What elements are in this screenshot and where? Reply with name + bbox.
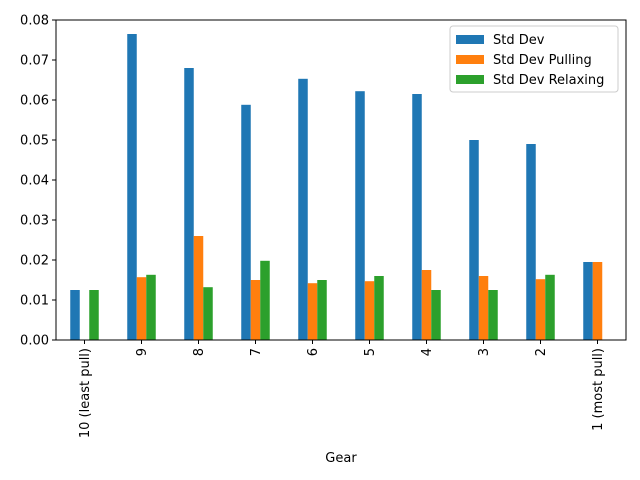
bar-std-dev-pulling-5 xyxy=(364,281,375,340)
bar-std-dev-relaxing-4 xyxy=(317,280,327,340)
legend-label: Std Dev Pulling xyxy=(493,53,592,68)
y-tick-label: 0.05 xyxy=(20,134,49,149)
y-tick-label: 0.03 xyxy=(20,214,49,229)
bar-std-dev-0 xyxy=(70,290,80,340)
bar-std-dev-relaxing-1 xyxy=(146,274,156,340)
x-tick-label: 10 (least pull) xyxy=(78,348,93,438)
bar-std-dev-relaxing-0 xyxy=(89,290,99,340)
x-tick-label: 5 xyxy=(363,348,378,356)
bar-std-dev-relaxing-5 xyxy=(374,276,384,340)
legend: Std Dev Std Dev Pulling Std Dev Relaxing xyxy=(449,25,619,93)
legend-swatch xyxy=(456,55,484,64)
bar-std-dev-pulling-1 xyxy=(136,277,147,340)
legend-swatch xyxy=(456,35,484,44)
bar-std-dev-relaxing-7 xyxy=(488,290,498,340)
bar-std-dev-pulling-8 xyxy=(535,279,546,340)
y-tick-label: 0.01 xyxy=(20,294,49,309)
plot-frame xyxy=(55,19,627,341)
bars-layer xyxy=(70,34,603,341)
y-tick-label: 0.02 xyxy=(20,254,49,269)
bar-std-dev-pulling-4 xyxy=(307,283,318,340)
bar-std-dev-pulling-6 xyxy=(421,270,432,340)
x-tick-label: 6 xyxy=(306,348,321,356)
bar-std-dev-pulling-7 xyxy=(478,276,489,340)
bar-std-dev-5 xyxy=(355,91,365,340)
y-tick-label: 0.00 xyxy=(20,334,49,349)
y-tick-label: 0.08 xyxy=(20,14,49,29)
x-axis-label: Gear xyxy=(325,451,357,466)
bar-std-dev-relaxing-2 xyxy=(203,287,213,340)
bar-std-dev-pulling-9 xyxy=(592,262,603,340)
bar-std-dev-2 xyxy=(184,68,194,340)
y-tick-label: 0.07 xyxy=(20,54,49,69)
bar-std-dev-7 xyxy=(469,140,479,340)
x-tick-label: 3 xyxy=(477,348,492,356)
y-tick-label: 0.04 xyxy=(20,174,49,189)
bar-std-dev-relaxing-3 xyxy=(260,260,270,340)
bar-std-dev-pulling-3 xyxy=(250,280,261,340)
bar-std-dev-3 xyxy=(241,104,251,340)
bar-std-dev-relaxing-8 xyxy=(545,274,555,340)
bar-std-dev-9 xyxy=(583,262,593,340)
x-tick-label: 2 xyxy=(534,348,549,356)
bar-std-dev-1 xyxy=(127,34,137,340)
bar-std-dev-4 xyxy=(298,78,308,341)
x-tick-label: 1 (most pull) xyxy=(591,348,606,431)
x-tick-label: 7 xyxy=(249,348,264,356)
x-tick-label: 4 xyxy=(420,348,435,356)
legend-swatch xyxy=(456,75,484,84)
legend-box xyxy=(449,25,619,93)
bar-std-dev-relaxing-6 xyxy=(431,290,441,340)
x-tick-label: 9 xyxy=(135,348,150,356)
y-tick-label: 0.06 xyxy=(20,94,49,109)
x-tick-label: 8 xyxy=(192,348,207,356)
bar-std-dev-pulling-2 xyxy=(193,236,204,340)
x-axis: 10 (least pull) 9 8 7 6 5 4 3 2 1 (most pull) xyxy=(78,340,606,438)
legend-label: Std Dev xyxy=(493,33,545,48)
legend-label: Std Dev Relaxing xyxy=(493,73,604,88)
bar-std-dev-8 xyxy=(526,144,536,340)
bar-std-dev-6 xyxy=(412,94,422,340)
y-axis: 0.00 0.01 0.02 0.03 0.04 0.05 0.06 0.07 0.08 xyxy=(20,14,56,349)
